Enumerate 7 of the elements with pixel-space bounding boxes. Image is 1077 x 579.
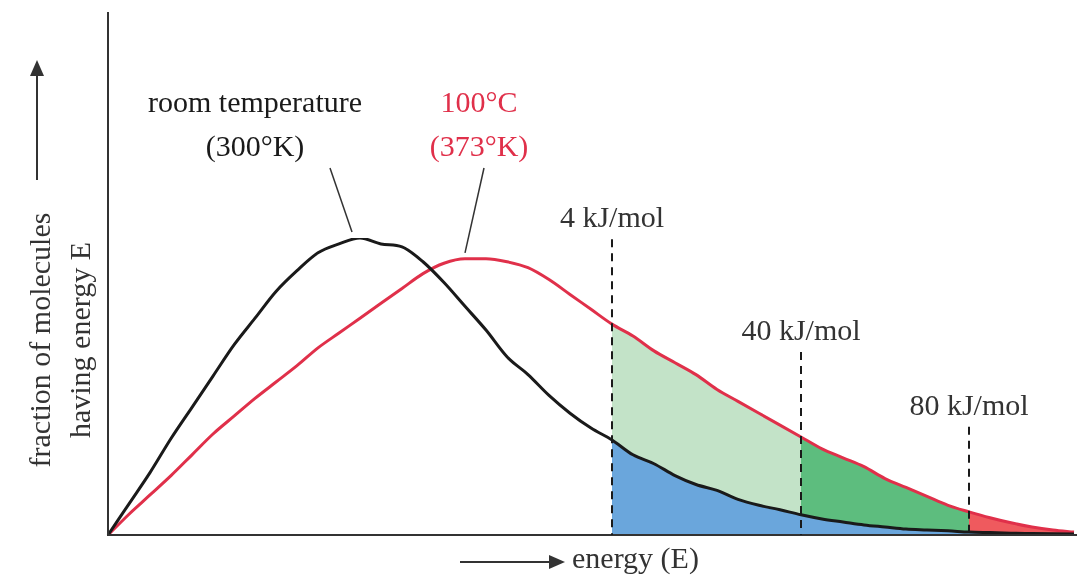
text: room temperature (300°K) [147,85,363,163]
text: 4 kJ/mol [559,200,665,234]
annotation: 40 kJ/mol [741,312,861,346]
y-axis-title: fraction of molecules having energy E [22,211,97,470]
annotation: 80 kJ/mol [909,387,1029,421]
text: 100°C (373°K) [429,85,529,163]
x-axis-title: energy (E) [572,541,699,575]
